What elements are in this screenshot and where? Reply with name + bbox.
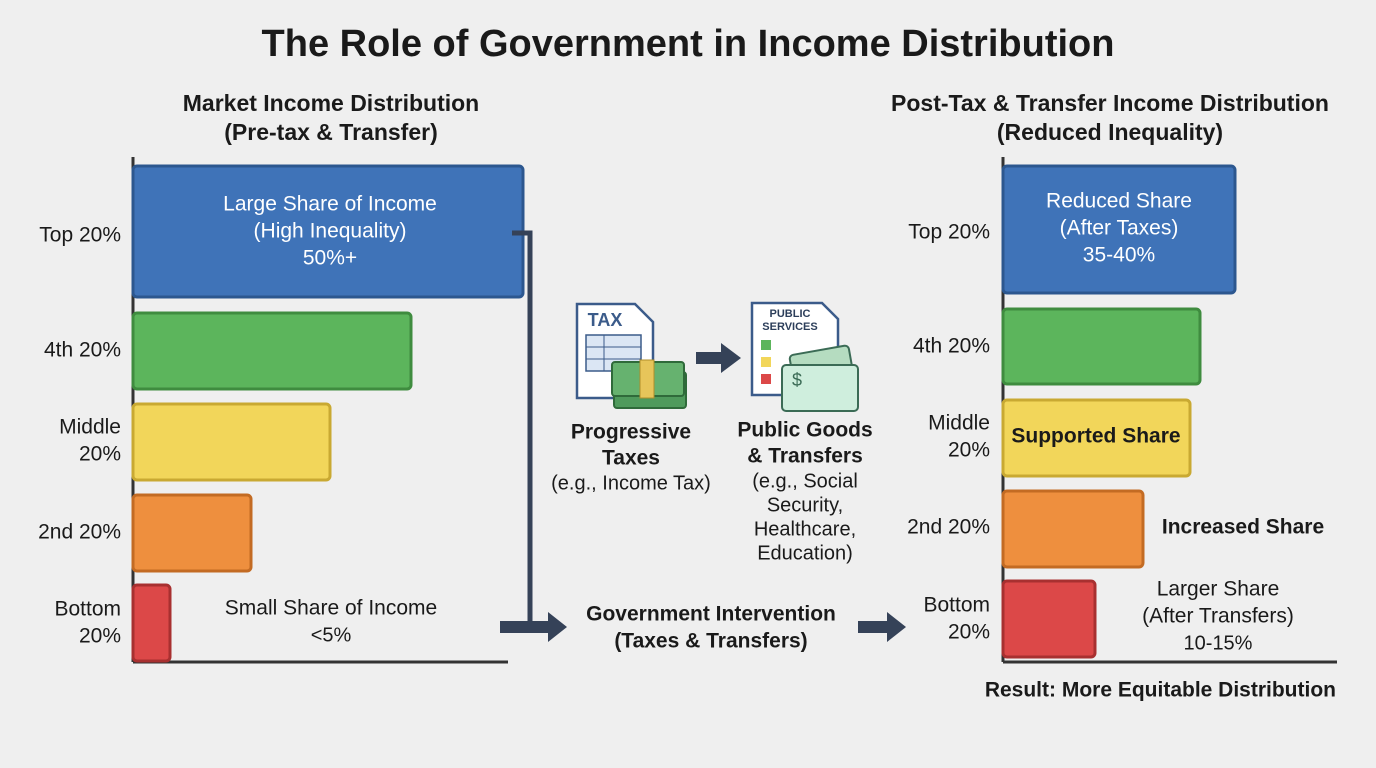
bar-text: (After Taxes) — [1060, 217, 1179, 240]
row-label: 2nd 20% — [907, 516, 990, 539]
row-label: 4th 20% — [44, 339, 121, 362]
bar — [131, 311, 413, 391]
row-label: Middle — [59, 416, 121, 439]
icon-text: SERVICES — [762, 321, 817, 333]
row-label: Top 20% — [39, 224, 121, 247]
bar — [1001, 164, 1237, 295]
step-note: Security, — [767, 494, 843, 516]
bar-text: Small Share of Income — [225, 597, 437, 620]
step-title: Public Goods — [737, 419, 872, 442]
step-title: Progressive — [571, 421, 691, 444]
bar-text: Supported Share — [1011, 425, 1180, 448]
bar-text: Increased Share — [1162, 516, 1324, 539]
bar-text: (High Inequality) — [254, 220, 407, 243]
intervention-label: (Taxes & Transfers) — [614, 630, 807, 653]
result: Result: More Equitable Distribution — [985, 679, 1336, 702]
arrow — [500, 612, 567, 642]
step-note: Healthcare, — [754, 518, 856, 540]
row-label: 20% — [79, 625, 121, 648]
panel-title: Post-Tax & Transfer Income Distribution — [891, 90, 1329, 116]
arrow — [696, 343, 741, 373]
svg-text:$: $ — [792, 370, 802, 390]
panel-title: (Pre-tax & Transfer) — [224, 119, 437, 145]
step-title: & Transfers — [747, 445, 863, 468]
row-label: 2nd 20% — [38, 521, 121, 544]
step-title: Taxes — [602, 447, 660, 470]
bar — [131, 583, 172, 663]
title: The Role of Government in Income Distrib… — [262, 23, 1115, 65]
icon-text: PUBLIC — [770, 308, 811, 320]
step-note: (e.g., Income Tax) — [551, 472, 711, 494]
bar-text: Reduced Share — [1046, 190, 1192, 213]
bar — [1001, 579, 1097, 659]
arrow — [858, 612, 906, 642]
services-icon: PUBLIC SERVICES $ — [750, 301, 859, 412]
tax-icon: TAX — [575, 302, 687, 409]
row-label: Bottom — [54, 598, 121, 621]
market-panel: Market Income Distribution (Pre-tax & Tr… — [38, 90, 525, 664]
bar — [1001, 489, 1145, 569]
row-label: 20% — [948, 621, 990, 644]
bar — [1001, 398, 1192, 478]
step-note: Education) — [757, 542, 853, 564]
bar-text: <5% — [311, 624, 352, 646]
row-label: 4th 20% — [913, 335, 990, 358]
panel-title: Market Income Distribution — [183, 90, 479, 116]
bar-text: 50%+ — [303, 247, 357, 270]
bar — [1001, 307, 1202, 386]
row-label: Middle — [928, 412, 990, 435]
bar-text: (After Transfers) — [1142, 605, 1294, 628]
row-label: Bottom — [923, 594, 990, 617]
row-label: 20% — [948, 439, 990, 462]
bar-text: 35-40% — [1083, 244, 1155, 267]
row-label: Top 20% — [908, 221, 990, 244]
step-note: (e.g., Social — [752, 470, 858, 492]
bar — [131, 402, 332, 482]
bar — [131, 493, 253, 573]
intervention-label: Government Intervention — [586, 603, 836, 626]
bar-text: Larger Share — [1157, 578, 1280, 601]
bar-text: 10-15% — [1184, 632, 1253, 654]
bar-text: Large Share of Income — [223, 193, 437, 216]
panel-title: (Reduced Inequality) — [997, 119, 1223, 145]
post-panel: Post-Tax & Transfer Income Distribution … — [891, 90, 1337, 664]
row-label: 20% — [79, 443, 121, 466]
icon-text: TAX — [588, 310, 623, 330]
